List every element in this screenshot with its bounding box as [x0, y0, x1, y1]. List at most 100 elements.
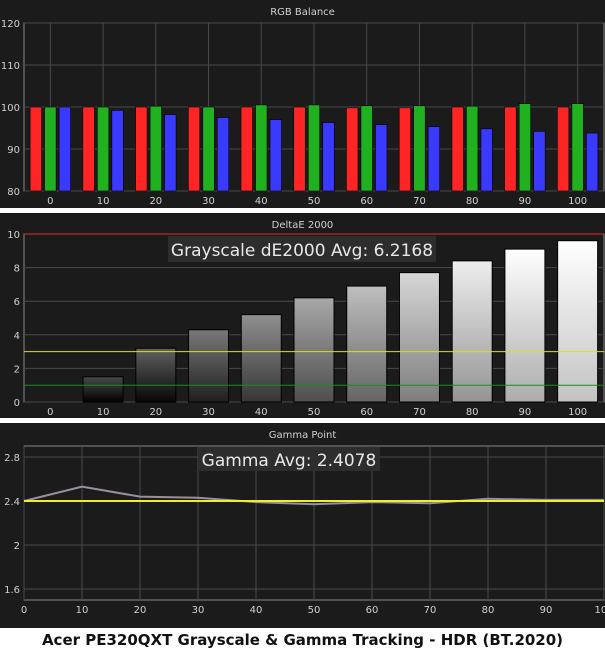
x-tick-label: 10: [97, 196, 110, 207]
bar-red: [240, 106, 253, 192]
annotation-text: Grayscale dE2000 Avg: 6.2168: [171, 241, 433, 261]
x-tick-label: 10: [76, 605, 89, 616]
x-tick-label: 80: [482, 605, 495, 616]
bar-green: [413, 105, 426, 192]
y-tick-label: 120: [1, 19, 20, 30]
x-tick-label: 100: [568, 407, 587, 418]
x-tick-label: 60: [366, 605, 379, 616]
bar-red: [557, 106, 570, 192]
y-tick-label: 1.6: [4, 585, 20, 596]
annotation-text: Gamma Avg: 2.4078: [202, 451, 377, 471]
x-tick-label: 60: [360, 196, 373, 207]
x-tick-label: 20: [149, 407, 162, 418]
y-tick-label: 110: [1, 61, 20, 72]
y-tick-label: 10: [7, 230, 20, 241]
y-tick-label: 2.8: [4, 453, 20, 464]
gamma-line-measured: [23, 485, 604, 506]
x-tick-label: 70: [424, 605, 437, 616]
y-tick-label: 8: [14, 264, 20, 275]
x-tick-label: 10: [97, 407, 110, 418]
bar-blue: [164, 114, 177, 192]
y-tick-label: 90: [7, 145, 20, 156]
x-tick-label: 30: [202, 196, 215, 207]
bar-blue: [480, 128, 493, 192]
x-tick-label: 90: [519, 407, 532, 418]
deltae-bar: [451, 260, 493, 403]
bar-green: [466, 105, 479, 192]
bar-green: [518, 103, 531, 192]
bar-blue: [533, 131, 546, 192]
x-tick-label: 90: [519, 196, 532, 207]
bar-blue: [269, 119, 282, 192]
y-tick-label: 100: [1, 103, 20, 114]
x-tick-label: 90: [540, 605, 553, 616]
deltae-bar: [82, 376, 124, 403]
bar-red: [398, 107, 412, 192]
bar-blue: [58, 106, 71, 192]
x-tick-label: 0: [47, 196, 53, 207]
deltae-bar: [135, 347, 177, 403]
x-tick-label: 40: [250, 605, 263, 616]
bar-red: [451, 106, 464, 192]
bar-red: [29, 106, 42, 192]
bar-blue: [322, 122, 335, 192]
y-tick-label: 0: [14, 398, 20, 409]
x-tick-label: 20: [134, 605, 147, 616]
x-tick-label: 100: [594, 605, 605, 616]
x-tick-label: 0: [21, 605, 27, 616]
bar-green: [255, 104, 268, 192]
x-tick-label: 50: [308, 407, 321, 418]
x-tick-label: 100: [568, 196, 587, 207]
bar-green: [202, 106, 215, 192]
x-tick-label: 40: [255, 196, 268, 207]
average-annotation: Grayscale dE2000 Avg: 6.2168: [168, 236, 436, 262]
x-tick-label: 40: [255, 407, 268, 418]
figure-caption: Acer PE320QXT Grayscale & Gamma Tracking…: [41, 631, 564, 649]
bar-blue: [216, 117, 230, 192]
x-tick-label: 80: [466, 196, 479, 207]
x-tick-label: 30: [192, 605, 205, 616]
y-tick-label: 2: [14, 541, 20, 552]
bar-green: [149, 105, 162, 192]
annotation-box: [168, 236, 436, 262]
bar-red: [82, 106, 95, 192]
y-tick-label: 2: [14, 364, 20, 375]
y-tick-label: 4: [14, 331, 20, 342]
x-tick-label: 70: [413, 196, 426, 207]
x-tick-label: 30: [202, 407, 215, 418]
chart-panel: Gamma Point 1.6 2 2.4 2.8 0 10 20 30 40 50 60 70 80 90…: [0, 423, 605, 628]
deltae-bar: [240, 314, 282, 403]
bar-green: [360, 105, 373, 192]
y-tick-label: 80: [7, 187, 20, 198]
chart-panel: RGB Balance 80 90 100 110 120 0 10 20 30 40 50 60 70 8…: [0, 0, 605, 208]
x-tick-label: 60: [360, 407, 373, 418]
x-tick-label: 20: [149, 196, 162, 207]
x-tick-label: 50: [308, 196, 321, 207]
deltae-bar: [398, 272, 440, 403]
x-tick-label: 50: [308, 605, 321, 616]
y-tick-label: 2.4: [4, 497, 20, 508]
bar-green: [44, 106, 57, 192]
bar-green: [97, 106, 110, 192]
deltae-bar: [188, 329, 230, 403]
bar-red: [187, 106, 201, 192]
bar-blue: [427, 126, 441, 192]
bar-red: [293, 106, 306, 192]
bar-blue: [111, 110, 124, 192]
chart-title: DeltaE 2000: [272, 220, 334, 231]
bar-green: [571, 103, 584, 192]
deltae-bar: [557, 240, 599, 403]
chart-title: RGB Balance: [270, 7, 335, 18]
x-tick-label: 70: [413, 407, 426, 418]
bar-red: [135, 106, 148, 192]
deltae-bar: [504, 248, 546, 403]
average-annotation: Gamma Avg: 2.4078: [198, 447, 380, 471]
y-tick-label: 6: [14, 297, 20, 308]
bar-red: [504, 106, 517, 192]
x-tick-label: 0: [47, 407, 53, 418]
deltae-bar: [346, 285, 388, 403]
bar-blue: [375, 124, 388, 192]
bar-blue: [586, 132, 599, 192]
